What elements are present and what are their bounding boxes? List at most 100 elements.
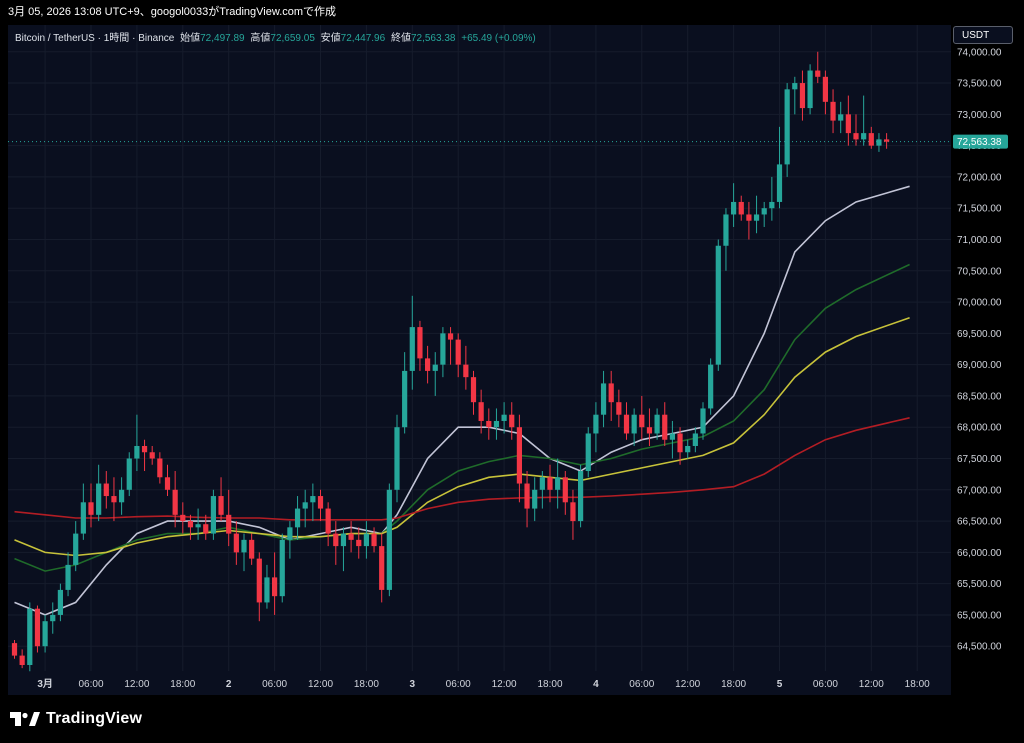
candle-body — [654, 414, 660, 434]
candle-body — [532, 489, 538, 509]
high-value: 72,659.05 — [270, 33, 315, 44]
candle — [88, 483, 94, 528]
candle-body — [272, 577, 278, 597]
candle — [317, 489, 324, 522]
candle — [792, 76, 798, 115]
candle — [417, 320, 423, 371]
candle — [249, 533, 255, 565]
candle — [493, 408, 500, 440]
candle-body — [608, 383, 614, 403]
candle-body — [425, 358, 431, 371]
candle — [677, 427, 683, 465]
candle — [432, 352, 438, 396]
time-tick-label: 12:00 — [124, 679, 149, 690]
candle — [42, 614, 48, 653]
moving-averages — [14, 185, 910, 616]
candle — [409, 295, 415, 390]
candlestick-chart[interactable]: 64,500.00 65,000.00 65,500.00 66,000.00 66,5… — [8, 25, 1014, 695]
candle — [103, 471, 109, 509]
candle — [34, 605, 41, 653]
time-tick-label: 18:00 — [170, 679, 195, 690]
low-value: 72,447.96 — [340, 33, 386, 44]
candle — [348, 521, 354, 553]
time-tick-label: 12:00 — [859, 679, 884, 690]
candle — [379, 533, 385, 603]
moving-average-line — [14, 417, 910, 521]
candle-body — [195, 524, 201, 528]
candle — [164, 464, 171, 497]
candle — [371, 527, 377, 553]
candle-body — [19, 655, 25, 665]
candle — [501, 402, 507, 434]
candle — [685, 439, 691, 459]
candle-body — [516, 427, 522, 484]
candle-body — [455, 339, 461, 365]
candle-body — [294, 508, 301, 528]
candle — [272, 552, 278, 615]
candle-body — [80, 502, 86, 534]
candle — [853, 114, 859, 146]
candle — [547, 464, 553, 503]
close-label: 終値 — [390, 33, 411, 44]
time-tick-label: 06:00 — [78, 679, 103, 690]
candle-body — [249, 539, 255, 559]
candle-body — [463, 364, 469, 378]
candle-body — [593, 414, 599, 434]
low-label: 安値 — [320, 33, 341, 44]
last-price-label: 72,563.38 — [957, 137, 1002, 148]
candle — [738, 195, 744, 221]
candle-body — [830, 101, 836, 121]
candle — [149, 445, 155, 465]
candle — [218, 477, 224, 522]
price-axis: 64,500.00 65,000.00 65,500.00 66,000.00 66,5… — [953, 47, 1008, 653]
currency-button[interactable]: USDT — [953, 26, 1013, 44]
candle-body — [478, 402, 484, 421]
candle — [302, 489, 308, 528]
candle — [57, 583, 63, 622]
price-tick-label: 68,000.00 — [957, 423, 1002, 434]
close-value: 72,563.38 — [410, 33, 456, 44]
candle-body — [570, 502, 576, 522]
candle-body — [501, 414, 507, 421]
candle — [486, 408, 492, 440]
candle — [111, 477, 117, 522]
candle-body — [417, 327, 423, 359]
candle-body — [753, 214, 760, 221]
candle-body — [838, 114, 844, 121]
time-tick-label: 18:00 — [721, 679, 746, 690]
tradingview-brand[interactable]: TradingView — [10, 708, 142, 730]
candle — [570, 489, 576, 540]
candle-body — [363, 533, 369, 547]
price-tick-label: 72,000.00 — [957, 172, 1002, 183]
price-tick-label: 69,500.00 — [957, 329, 1002, 340]
candle-body — [172, 489, 178, 515]
candle — [746, 201, 752, 240]
time-tick-label: 3 — [410, 679, 416, 690]
candle — [19, 649, 25, 669]
candle — [868, 126, 874, 149]
candle-body — [677, 433, 683, 453]
candle-body — [524, 483, 530, 509]
candle-body — [287, 527, 293, 540]
candle-body — [723, 214, 729, 246]
candle — [838, 101, 844, 134]
open-value: 72,497.89 — [200, 33, 245, 44]
candle — [753, 195, 760, 234]
candle-body — [241, 539, 247, 553]
candle — [172, 471, 178, 528]
price-tick-label: 71,000.00 — [957, 235, 1002, 246]
candle — [325, 502, 331, 547]
candle — [386, 483, 392, 597]
price-tick-label: 67,000.00 — [957, 485, 1002, 496]
candle — [807, 64, 813, 115]
candle-body — [187, 521, 194, 528]
candle-body — [119, 489, 125, 503]
candle — [333, 521, 339, 565]
candle-body — [126, 458, 132, 490]
candle — [463, 345, 469, 390]
candle — [623, 402, 630, 440]
candle — [141, 439, 148, 472]
candle-body — [792, 83, 798, 90]
candle-body — [141, 445, 148, 453]
candle — [861, 95, 867, 146]
